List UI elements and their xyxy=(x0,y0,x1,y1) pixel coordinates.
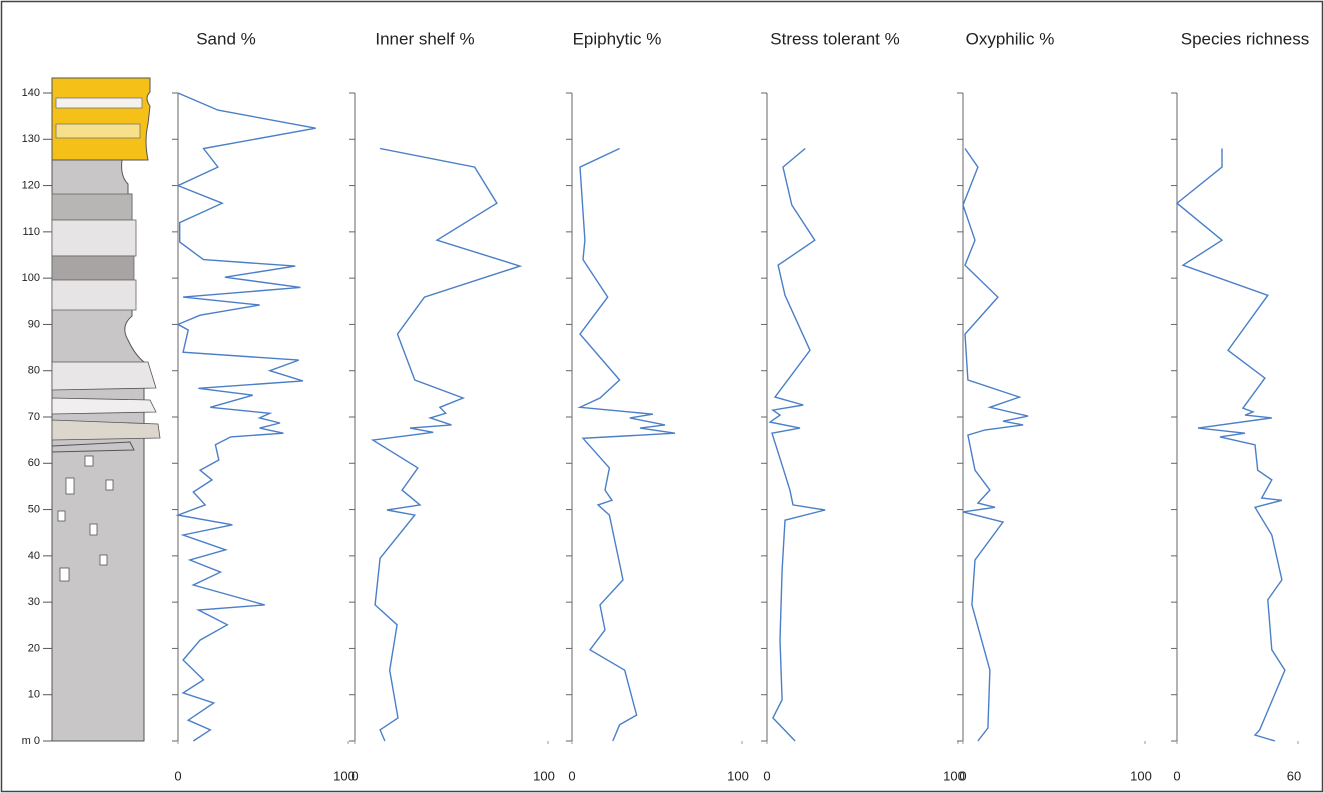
panel-title: Stress tolerant % xyxy=(770,29,899,48)
depth-tick-label: 30 xyxy=(28,596,40,608)
value-tick-label: 0 xyxy=(351,768,358,783)
value-tick-label: 0 xyxy=(959,768,966,783)
depth-tick-label: 120 xyxy=(22,179,40,191)
value-tick-label: 100 xyxy=(1130,768,1152,783)
depth-tick-label: 100 xyxy=(22,272,40,284)
depth-tick-label: 60 xyxy=(28,457,40,469)
depth-tick-label: 20 xyxy=(28,642,40,654)
value-tick-label: 0 xyxy=(763,768,770,783)
depth-tick-label: 10 xyxy=(28,689,40,701)
profile-line xyxy=(577,147,676,742)
panel-title: Oxyphilic % xyxy=(966,29,1055,48)
panel-title: Inner shelf % xyxy=(375,29,474,48)
profile-line xyxy=(962,148,1029,742)
depth-tick-label: 140 xyxy=(22,87,40,99)
value-tick-label: 0 xyxy=(568,768,575,783)
depth-tick-label: 50 xyxy=(28,503,40,515)
value-tick-label: 100 xyxy=(533,768,555,783)
profile-line xyxy=(175,92,316,742)
depth-tick-label: 80 xyxy=(28,365,40,377)
panel-title: Sand % xyxy=(196,29,256,48)
profile-line xyxy=(768,147,826,742)
depth-tick-label: 110 xyxy=(22,226,40,238)
profile-line xyxy=(370,147,523,742)
value-tick-label: 100 xyxy=(943,768,965,783)
value-tick-label: 0 xyxy=(1173,768,1180,783)
panel-title: Epiphytic % xyxy=(573,29,662,48)
depth-tick-label: 70 xyxy=(28,411,40,423)
depth-tick-label: 130 xyxy=(22,133,40,145)
depth-tick-label: 40 xyxy=(28,550,40,562)
value-tick-label: 60 xyxy=(1287,768,1301,783)
value-tick-label: 0 xyxy=(174,768,181,783)
depth-tick-label: 90 xyxy=(28,318,40,330)
depth-tick-label: m 0 xyxy=(22,735,40,747)
value-tick-label: 100 xyxy=(727,768,749,783)
profile-line xyxy=(1175,148,1286,742)
lithology-column xyxy=(51,77,161,742)
panel-title: Species richness xyxy=(1181,29,1310,48)
value-tick-label: 100 xyxy=(333,768,355,783)
